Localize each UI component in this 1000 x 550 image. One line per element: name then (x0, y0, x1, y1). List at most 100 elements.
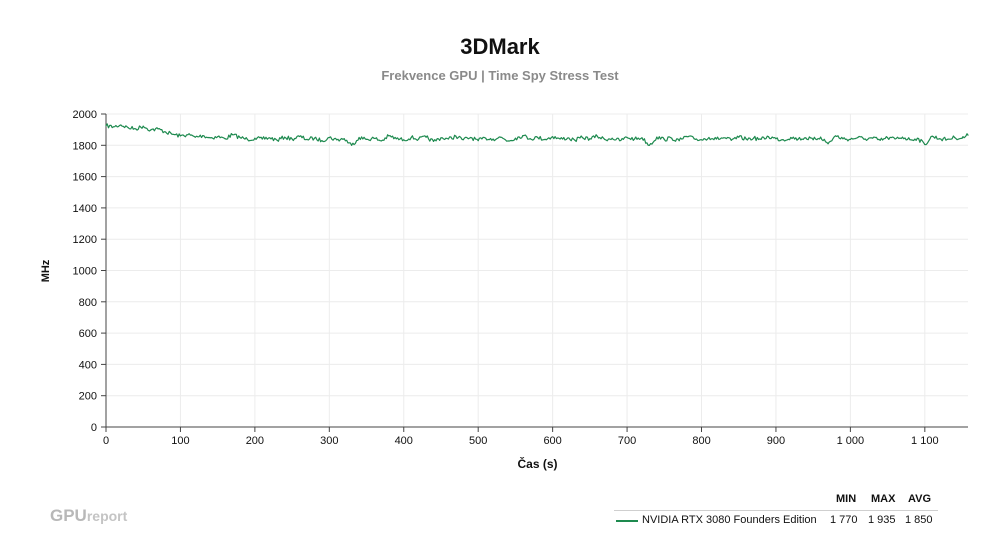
data-point (336, 139, 338, 141)
x-tick-label: 400 (395, 435, 413, 447)
x-tick-label: 100 (171, 435, 189, 447)
data-point (723, 137, 725, 139)
data-point (611, 137, 613, 139)
data-point (529, 138, 531, 140)
data-point (708, 136, 710, 139)
legend-header-avg: AVG (908, 493, 932, 505)
axis-layer: 0 200 400 600 800 1000 1200 1400 1600 1800 2000 0 10… (73, 109, 968, 447)
data-point (596, 135, 598, 137)
data-point (827, 143, 829, 145)
data-point (566, 137, 569, 139)
data-point (380, 140, 383, 142)
data-point (276, 139, 278, 141)
data-point (351, 144, 353, 146)
x-tick-label: 1 100 (911, 435, 939, 447)
chart-subtitle: Frekvence GPU | Time Spy Stress Test (381, 68, 619, 83)
data-point (365, 138, 368, 140)
data-point (544, 138, 546, 140)
data-point (291, 138, 293, 140)
legend-series-name: NVIDIA RTX 3080 Founders Edition (642, 514, 817, 526)
y-tick-label: 1200 (73, 234, 97, 246)
data-point (671, 137, 673, 139)
data-point (142, 125, 144, 127)
data-point (730, 139, 732, 141)
data-point (939, 138, 941, 140)
data-point (745, 138, 747, 140)
y-tick-label: 1800 (73, 140, 97, 152)
data-point (901, 136, 904, 138)
legend-divider (614, 510, 938, 511)
data-point (388, 135, 390, 137)
x-tick-label: 900 (767, 435, 785, 447)
y-tick-label: 400 (79, 359, 97, 371)
data-point (574, 139, 576, 141)
data-point (887, 137, 889, 139)
data-point (946, 138, 948, 140)
data-point (269, 137, 271, 139)
chart-title: 3DMark (460, 34, 540, 59)
data-point (537, 136, 539, 139)
data-point (775, 138, 777, 140)
data-point (842, 138, 844, 140)
data-point (805, 137, 807, 139)
data-point (179, 135, 182, 137)
y-tick-label: 600 (79, 328, 97, 340)
data-point (261, 138, 263, 140)
data-point (909, 139, 911, 141)
data-point (663, 138, 665, 140)
x-axis-label: Čas (s) (517, 457, 558, 471)
y-tick-label: 0 (91, 422, 97, 434)
data-point (150, 129, 152, 131)
data-point (231, 134, 234, 136)
data-point (470, 136, 472, 139)
data-point (581, 136, 584, 139)
data-point (849, 138, 851, 140)
data-point (485, 137, 487, 139)
y-tick-label: 1600 (73, 172, 97, 184)
data-point (514, 137, 517, 139)
data-point (864, 138, 866, 140)
data-point (834, 135, 837, 137)
y-tick-label: 800 (79, 297, 97, 309)
data-point (410, 136, 412, 139)
data-point (492, 138, 494, 140)
data-point (760, 138, 762, 140)
data-point (552, 136, 554, 138)
data-point (894, 138, 896, 140)
data-point (343, 138, 345, 140)
data-point (447, 138, 450, 140)
y-tick-label: 2000 (73, 109, 97, 121)
data-point (306, 138, 308, 140)
legend-max-value: 1 935 (868, 514, 896, 526)
data-point (313, 137, 316, 139)
data-point (857, 136, 859, 139)
data-point (967, 134, 969, 136)
data-point (589, 138, 591, 140)
data-point (633, 138, 636, 140)
series-line (105, 123, 969, 146)
grid-layer (105, 113, 968, 428)
legend-avg-value: 1 850 (905, 514, 933, 526)
logo-sub: report (86, 508, 128, 524)
data-point (395, 138, 397, 140)
data-point (559, 138, 561, 140)
data-point (298, 135, 301, 138)
data-point (209, 137, 211, 139)
data-point (693, 138, 695, 140)
x-tick-label: 800 (692, 435, 710, 447)
data-point (604, 138, 606, 140)
data-point (202, 134, 204, 137)
data-point (135, 128, 137, 130)
data-point (112, 126, 115, 128)
data-point (239, 136, 241, 139)
data-point (455, 135, 457, 137)
data-point (715, 138, 717, 140)
data-point (164, 131, 167, 133)
x-tick-label: 700 (618, 435, 636, 447)
data-point (321, 140, 323, 142)
x-tick-label: 0 (103, 435, 109, 447)
data-point (120, 124, 122, 126)
data-point (931, 135, 933, 137)
data-point (954, 136, 956, 139)
